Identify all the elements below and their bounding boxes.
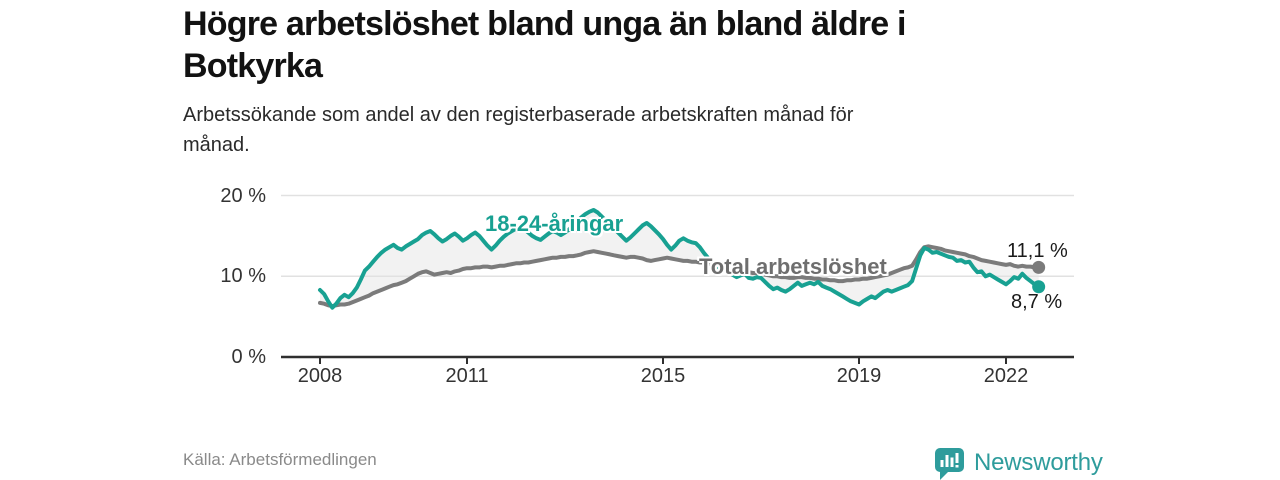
source-note: Källa: Arbetsförmedlingen (183, 450, 377, 469)
newsworthy-wordmark: Newsworthy (974, 449, 1103, 476)
y-tick-label-0: 0 % (231, 346, 266, 368)
series-label-total: Total arbetslöshet (699, 254, 887, 279)
series-label-youth: 18-24-åringar (485, 211, 624, 236)
newsworthy-logo: Newsworthy (933, 445, 1103, 480)
x-tick-label-2019: 2019 (836, 365, 882, 387)
x-tick-label-2008: 2008 (297, 365, 343, 387)
x-tick-label-2022: 2022 (983, 365, 1029, 387)
y-tick-label-10: 10 % (220, 265, 266, 288)
end-dot-youth (1032, 280, 1046, 294)
series-line-youth (318, 208, 1041, 310)
end-dot-total (1032, 260, 1046, 274)
end-value-label-total: 11,1 % (1007, 240, 1068, 262)
page-title: Högre arbetslöshet bland unga än bland ä… (183, 5, 906, 85)
x-tick-label-2011: 2011 (445, 365, 489, 387)
x-tick-label-2015: 2015 (640, 365, 686, 387)
newsworthy-icon (935, 447, 964, 480)
chart-subtitle: Arbetssökande som andel av den registerb… (183, 104, 854, 156)
end-value-label-youth: 8,7 % (1011, 291, 1063, 313)
y-tick-label-20: 20 % (220, 184, 266, 207)
